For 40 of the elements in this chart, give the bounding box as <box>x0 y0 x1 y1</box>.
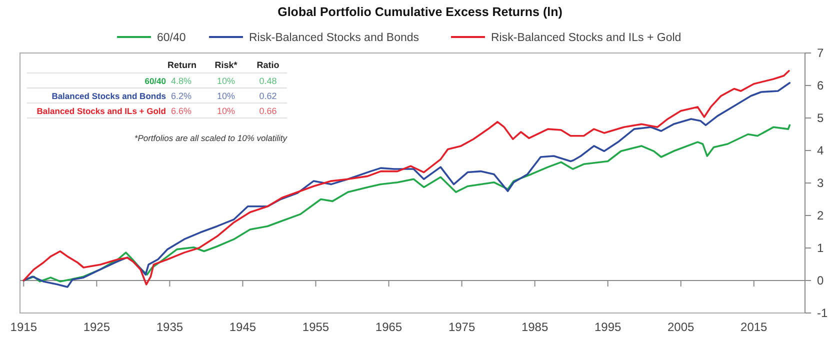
annotation: 60/40 <box>144 76 166 86</box>
legend-label: Risk-Balanced Stocks and ILs + Gold <box>491 32 682 44</box>
annotation: 6.2% <box>171 91 192 101</box>
annotation: Return <box>168 60 196 70</box>
x-tick-label: 2005 <box>668 320 695 334</box>
y-tick-label: 0 <box>817 274 824 288</box>
annotation: 6.6% <box>171 106 192 116</box>
annotation: *Portfolios are all scaled to 10% volatility <box>134 133 288 143</box>
x-tick-label: 1935 <box>156 320 184 334</box>
annotation: 0.48 <box>259 76 277 86</box>
x-tick-label: 1965 <box>375 320 402 334</box>
x-tick-label: 1985 <box>521 320 548 334</box>
legend-label: Risk-Balanced Stocks and Bonds <box>249 32 420 44</box>
x-tick-label: 1925 <box>83 320 110 334</box>
y-tick-label: 2 <box>817 208 824 223</box>
annotation: Risk* <box>214 60 238 70</box>
annotation: 10% <box>216 106 236 116</box>
annotation: 0.66 <box>259 106 277 116</box>
annotation: 4.8% <box>171 76 192 86</box>
annotation: 0.62 <box>259 91 277 101</box>
x-tick-label: 1915 <box>10 320 38 334</box>
x-tick-label: 2015 <box>740 320 768 334</box>
y-tick-label: 3 <box>817 176 824 190</box>
x-tick-label: 1995 <box>594 320 622 334</box>
y-tick-label: 7 <box>817 46 824 60</box>
x-tick-label: 1945 <box>229 320 256 334</box>
x-tick-label: 1955 <box>302 320 330 334</box>
y-tick-label: -1 <box>817 306 828 320</box>
y-tick-label: 1 <box>817 241 824 256</box>
y-tick-label: 5 <box>817 111 824 126</box>
x-tick-label: 1975 <box>448 320 476 334</box>
y-tick-label: 4 <box>817 144 824 158</box>
annotation: 10% <box>216 91 236 101</box>
y-tick-label: 6 <box>817 78 824 93</box>
annotation: Balanced Stocks and Bonds <box>52 91 166 101</box>
legend-label: 60/40 <box>157 32 186 44</box>
chart-title: Global Portfolio Cumulative Excess Returns (ln) <box>278 5 562 19</box>
annotation: Ratio <box>256 60 280 70</box>
annotation: 10% <box>216 76 236 86</box>
annotation: Balanced Stocks and ILs + Gold <box>36 106 166 116</box>
